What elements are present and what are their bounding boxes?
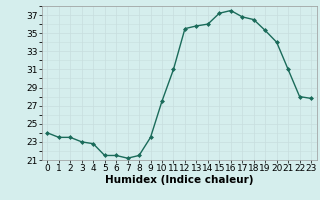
X-axis label: Humidex (Indice chaleur): Humidex (Indice chaleur) <box>105 175 253 185</box>
